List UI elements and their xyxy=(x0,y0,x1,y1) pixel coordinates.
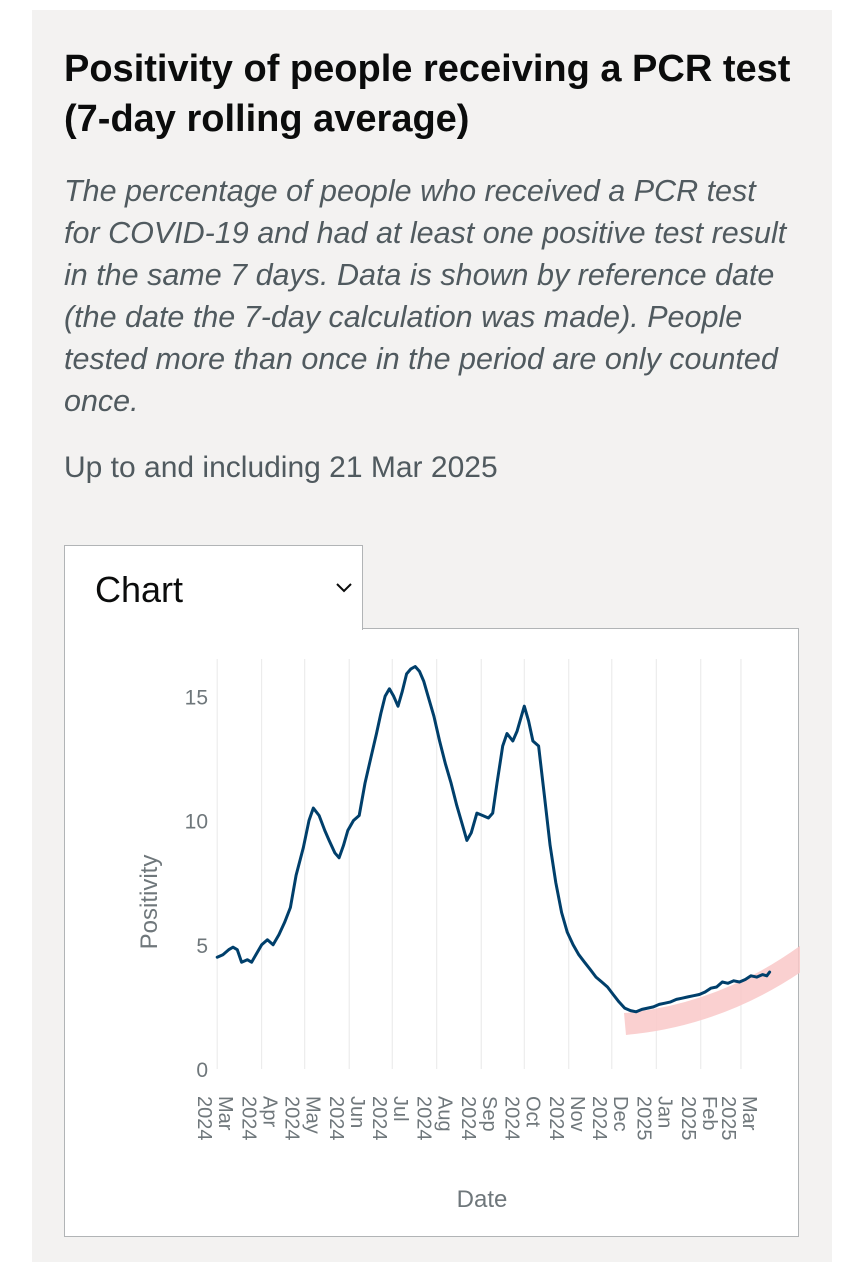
x-tick-label: Feb xyxy=(698,1096,720,1130)
x-tick-label: 2024 xyxy=(368,1096,390,1141)
x-tick-label: 2025 xyxy=(677,1096,699,1141)
chart-card: Positivity of people receiving a PCR tes… xyxy=(32,10,832,1262)
x-tick-label: Jul xyxy=(389,1096,411,1122)
x-tick-label: Dec xyxy=(609,1096,631,1132)
y-tick-label: 15 xyxy=(185,686,208,709)
x-tick-label: Oct xyxy=(521,1096,543,1128)
chart-description: The percentage of people who received a … xyxy=(64,174,787,418)
chart-panel: 0 5 10 15 Mar 2024 Apr 2024 May 2024 Jun 2024 Jul 202… xyxy=(64,628,800,1237)
x-tick-label: 2024 xyxy=(325,1096,347,1141)
x-tick-label: Mar xyxy=(214,1096,236,1131)
x-tick-label: 2024 xyxy=(238,1096,260,1141)
x-tick-label: Sep xyxy=(478,1096,500,1132)
x-tick-label: 2025 xyxy=(632,1096,654,1141)
y-tick-label: 0 xyxy=(196,1059,208,1082)
x-tick-label: Apr xyxy=(259,1096,281,1127)
x-tick-label: May xyxy=(302,1096,324,1134)
y-tick-label: 10 xyxy=(185,811,208,834)
positivity-series-line xyxy=(215,665,772,1014)
x-tick-label: 2025 xyxy=(717,1096,739,1141)
x-axis-title: Date xyxy=(457,1186,508,1213)
y-tick-label: 5 xyxy=(196,935,208,958)
chart-title: Positivity of people receiving a PCR tes… xyxy=(64,48,791,140)
y-axis-title: Positivity xyxy=(136,855,163,950)
view-selector-dropdown[interactable]: Chart xyxy=(64,545,363,630)
x-tick-label: 2024 xyxy=(281,1096,303,1141)
x-tick-label: 2024 xyxy=(413,1096,435,1141)
data-date-note: Up to and including 21 Mar 2025 xyxy=(64,451,498,484)
x-tick-label: 2024 xyxy=(500,1096,522,1141)
x-tick-label: 2024 xyxy=(545,1096,567,1141)
view-selector-label: Chart xyxy=(95,569,184,610)
trend-highlight-annotation xyxy=(624,945,800,1035)
x-tick-label: Mar xyxy=(738,1096,760,1131)
x-tick-label: 2024 xyxy=(588,1096,610,1141)
x-tick-label: 2024 xyxy=(457,1096,479,1141)
chevron-down-icon xyxy=(336,583,352,593)
x-tick-label: Jan xyxy=(653,1096,675,1128)
x-tick-label: Jun xyxy=(346,1096,368,1128)
x-tick-label: 2024 xyxy=(193,1096,215,1141)
x-tick-label: Aug xyxy=(434,1096,456,1132)
x-tick-label: Nov xyxy=(566,1096,588,1132)
